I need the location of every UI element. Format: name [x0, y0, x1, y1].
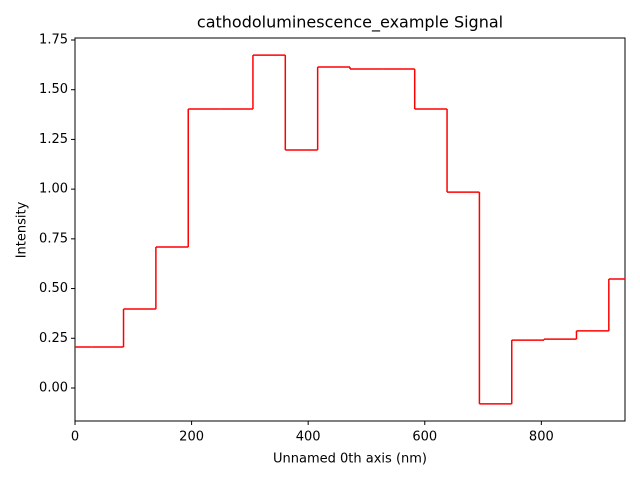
chart-title: cathodoluminescence_example Signal [197, 13, 503, 33]
x-tick-label: 600 [412, 430, 437, 445]
plot-frame [74, 37, 626, 422]
y-tick-label: 1.75 [39, 32, 68, 47]
x-tick-label: 200 [179, 430, 204, 445]
y-tick-label: 1.50 [39, 82, 68, 97]
y-tick-label: 1.00 [39, 182, 68, 197]
y-tick-label: 0.50 [39, 281, 68, 296]
y-tick-label: 0.25 [39, 331, 68, 346]
y-tick-label: 0.00 [39, 380, 68, 395]
x-tick-label: 0 [71, 430, 79, 445]
x-tick-label: 800 [529, 430, 554, 445]
x-tick-label: 400 [296, 430, 321, 445]
x-axis-label: Unnamed 0th axis (nm) [273, 452, 427, 467]
y-axis-label: Intensity [15, 201, 30, 258]
y-tick-label: 0.75 [39, 231, 68, 246]
y-tick-label: 1.25 [39, 132, 68, 147]
